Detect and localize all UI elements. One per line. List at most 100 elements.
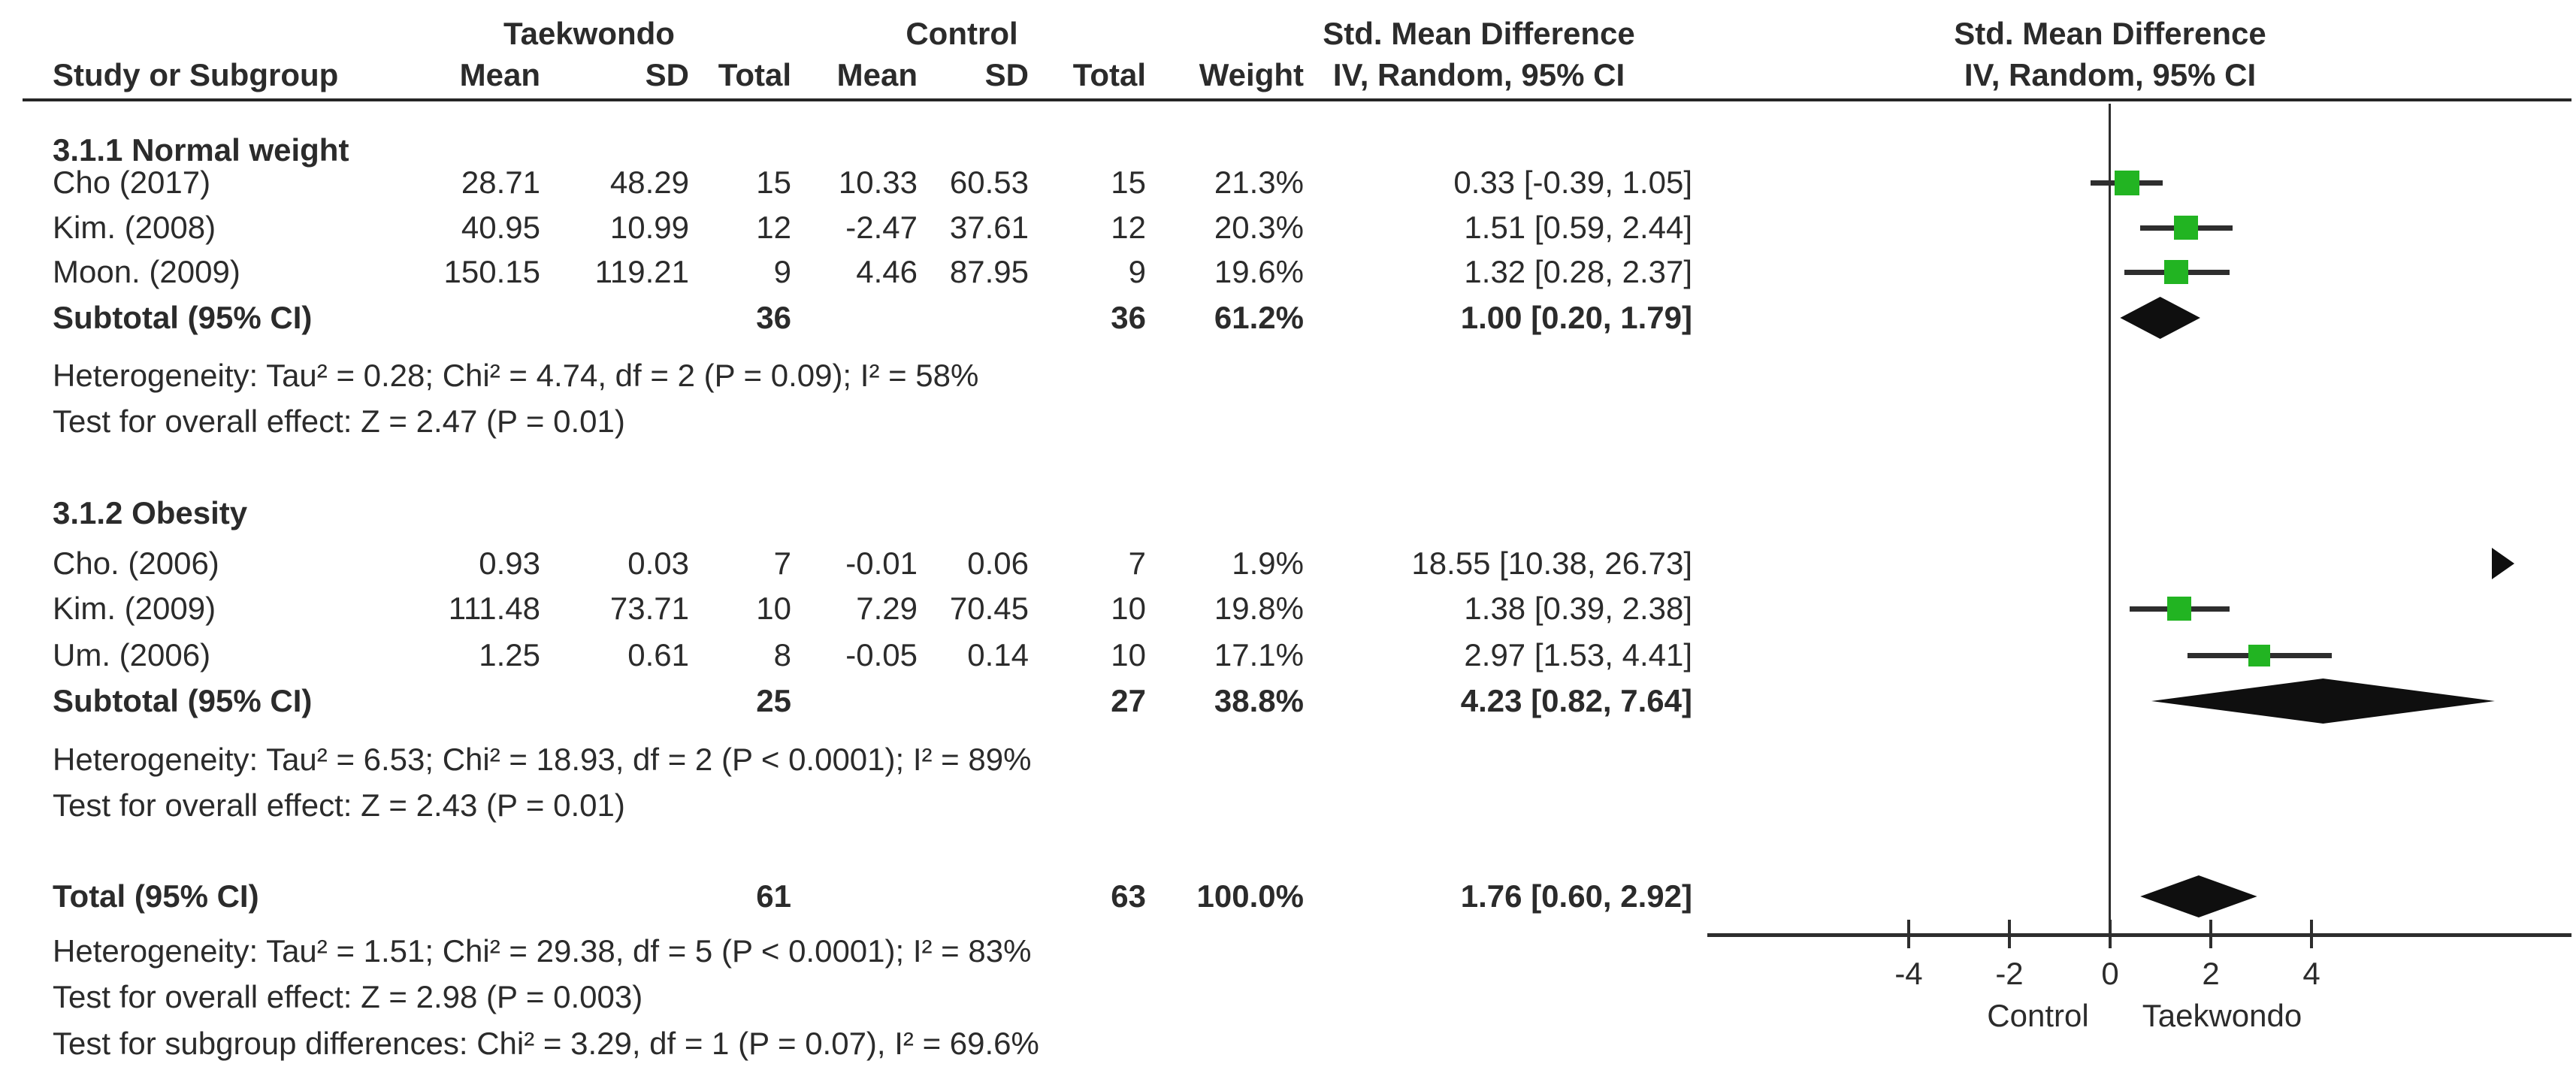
heterogeneity-line: Heterogeneity: Tau² = 1.51; Chi² = 29.38…: [0, 929, 2576, 974]
favours-control-label: Control: [1987, 998, 2089, 1033]
study-label: Cho (2017): [53, 165, 211, 200]
mean-control: -0.05: [845, 637, 918, 672]
ci-text: 18.55 [10.38, 26.73]: [1411, 546, 1692, 581]
study-row: Cho. (2006) 0.93 0.03 7 -0.01 0.06 7 1.9…: [0, 541, 2576, 586]
subtotal-weight: 61.2%: [1214, 300, 1304, 335]
study-point-marker: [2248, 644, 2271, 666]
subtotal-total-control: 27: [1111, 683, 1146, 718]
sd-control: 70.45: [949, 591, 1029, 626]
study-row: Kim. (2009) 111.48 73.71 10 7.29 70.45 1…: [0, 586, 2576, 631]
ci-text: 1.51 [0.59, 2.44]: [1464, 210, 1692, 245]
mean-taekwondo: 28.71: [461, 165, 540, 200]
section-header: 3.1.1 Normal weight: [0, 128, 2576, 173]
total-control: 15: [1111, 165, 1146, 200]
smd-header-text-column: Std. Mean Difference: [1323, 16, 1635, 51]
subtotal-total-control: 36: [1111, 300, 1146, 335]
header-groups: Taekwondo Control Std. Mean Difference S…: [0, 11, 2576, 56]
sd-taekwondo: 0.03: [627, 546, 689, 581]
zero-effect-line: [2109, 104, 2111, 936]
mean-taekwondo: 40.95: [461, 210, 540, 245]
weight-value: 21.3%: [1214, 165, 1304, 200]
favours-taekwondo-label: Taekwondo: [2142, 998, 2302, 1033]
col-header-sd-taekwondo: SD: [645, 57, 689, 92]
sd-taekwondo: 10.99: [609, 210, 689, 245]
subtotal-diamond: [2120, 297, 2200, 339]
total-label: Total (95% CI): [53, 878, 259, 914]
subtotal-label: Subtotal (95% CI): [53, 300, 313, 335]
axis-tick-label: -2: [1995, 956, 2024, 991]
axis-tick: [1907, 920, 1910, 948]
study-label: Kim. (2009): [53, 591, 216, 626]
study-point-marker: [2174, 216, 2199, 240]
weight-value: 1.9%: [1232, 546, 1304, 581]
col-header-mean-taekwondo: Mean: [459, 57, 540, 92]
overall-effect-text: Test for overall effect: Z = 2.43 (P = 0…: [53, 787, 625, 823]
study-label: Kim. (2008): [53, 210, 216, 245]
sd-control: 60.53: [949, 165, 1029, 200]
total-control: 12: [1111, 210, 1146, 245]
study-row: Um. (2006) 1.25 0.61 8 -0.05 0.14 10 17.…: [0, 633, 2576, 678]
subtotal-ci-text: 1.00 [0.20, 1.79]: [1460, 300, 1692, 335]
mean-taekwondo: 1.25: [479, 637, 540, 672]
weight-value: 17.1%: [1214, 637, 1304, 672]
study-point-marker: [2114, 170, 2139, 195]
total-diamond: [2140, 875, 2257, 917]
total-taekwondo: 7: [773, 546, 791, 581]
weight-value: 19.6%: [1214, 254, 1304, 289]
col-header-study: Study or Subgroup: [53, 57, 339, 92]
header-divider: [23, 98, 2571, 101]
study-label: Moon. (2009): [53, 254, 240, 289]
col-header-total-taekwondo: Total: [718, 57, 791, 92]
subtotal-total-taekwondo: 36: [756, 300, 791, 335]
total-taekwondo: 15: [756, 165, 791, 200]
total-control: 7: [1128, 546, 1146, 581]
mean-taekwondo: 111.48: [448, 591, 540, 626]
sd-taekwondo: 119.21: [594, 254, 689, 289]
total-taekwondo: 8: [773, 637, 791, 672]
subtotal-total-taekwondo: 25: [756, 683, 791, 718]
col-header-total-control: Total: [1072, 57, 1146, 92]
total-taekwondo: 10: [756, 591, 791, 626]
offscale-arrow-icon: [2492, 548, 2514, 579]
weight-value: 19.8%: [1214, 591, 1304, 626]
overall-effect-line: Test for overall effect: Z = 2.98 (P = 0…: [0, 975, 2576, 1020]
section-header: 3.1.2 Obesity: [0, 491, 2576, 536]
x-axis-line: [1707, 933, 2571, 937]
mean-control: 7.29: [856, 591, 918, 626]
total-total-control: 63: [1111, 878, 1146, 914]
mean-taekwondo: 150.15: [443, 254, 540, 289]
sd-taekwondo: 48.29: [609, 165, 689, 200]
subtotal-diamond: [2151, 679, 2495, 724]
study-point-marker: [2167, 597, 2192, 621]
total-ci-text: 1.76 [0.60, 2.92]: [1460, 878, 1692, 914]
study-row: Moon. (2009) 150.15 119.21 9 4.46 87.95 …: [0, 249, 2576, 295]
total-control: 10: [1111, 591, 1146, 626]
mean-control: 10.33: [838, 165, 918, 200]
ci-text: 2.97 [1.53, 4.41]: [1464, 637, 1692, 672]
sd-taekwondo: 0.61: [627, 637, 689, 672]
heterogeneity-line: Heterogeneity: Tau² = 0.28; Chi² = 4.74,…: [0, 353, 2576, 398]
axis-tick-label: 2: [2202, 956, 2220, 991]
subtotal-row: Subtotal (95% CI) 36 36 61.2% 1.00 [0.20…: [0, 295, 2576, 340]
subtotal-label: Subtotal (95% CI): [53, 683, 313, 718]
col-header-method-plot: IV, Random, 95% CI: [1964, 57, 2257, 92]
col-header-sd-control: SD: [984, 57, 1029, 92]
axis-tick-label: 4: [2302, 956, 2321, 991]
axis-tick: [2310, 920, 2313, 948]
study-row: Cho (2017) 28.71 48.29 15 10.33 60.53 15…: [0, 160, 2576, 205]
ci-text: 1.32 [0.28, 2.37]: [1464, 254, 1692, 289]
sd-control: 87.95: [949, 254, 1029, 289]
heterogeneity-text: Heterogeneity: Tau² = 6.53; Chi² = 18.93…: [53, 742, 1032, 777]
overall-effect-line: Test for overall effect: Z = 2.43 (P = 0…: [0, 783, 2576, 828]
overall-effect-text: Test for overall effect: Z = 2.98 (P = 0…: [53, 979, 643, 1014]
subgroup-difference-text: Test for subgroup differences: Chi² = 3.…: [53, 1026, 1039, 1061]
total-control: 10: [1111, 637, 1146, 672]
subtotal-weight: 38.8%: [1214, 683, 1304, 718]
header-columns: Study or Subgroup Mean SD Total Mean SD …: [0, 53, 2576, 98]
total-control: 9: [1128, 254, 1146, 289]
mean-control: -2.47: [845, 210, 918, 245]
section-title: 3.1.1 Normal weight: [53, 132, 349, 168]
study-label: Um. (2006): [53, 637, 211, 672]
